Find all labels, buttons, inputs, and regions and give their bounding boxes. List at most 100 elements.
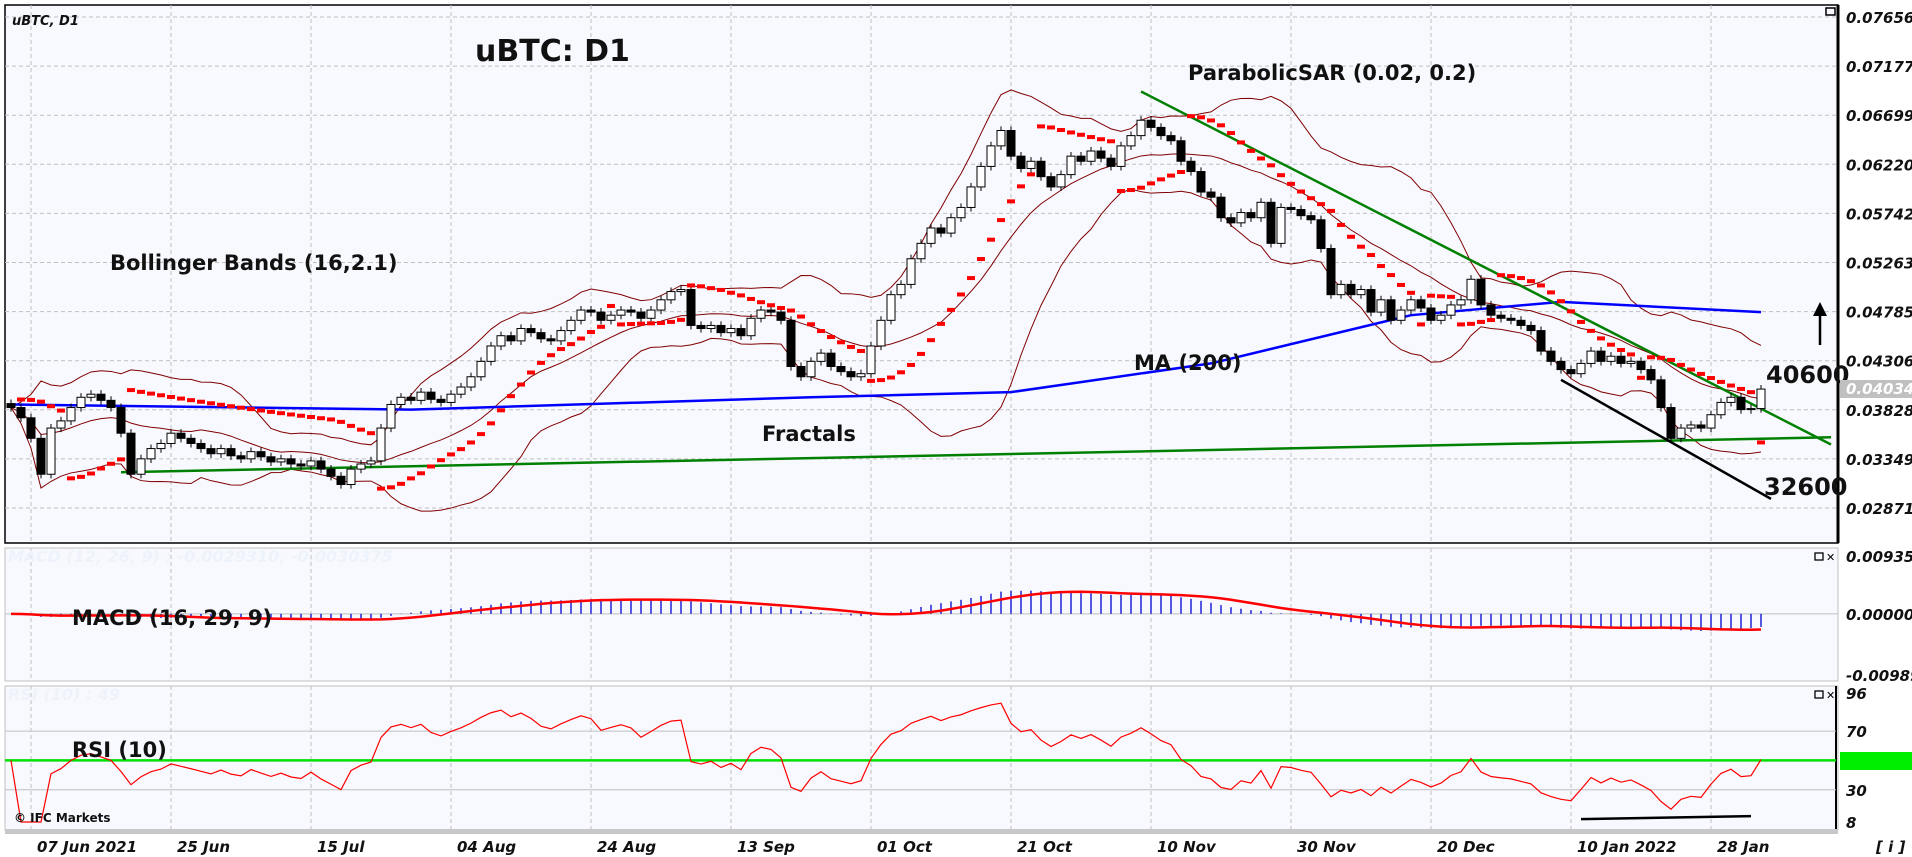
candle (296, 459, 306, 471)
candle-body (726, 328, 736, 334)
candle-body (1396, 309, 1406, 321)
date-tick-label: 15 Jul (317, 838, 365, 856)
support-level-label: 32600 (1764, 473, 1848, 501)
candle (216, 444, 226, 458)
sar-dot (1347, 234, 1355, 239)
candle (1496, 311, 1506, 323)
sar-dot (47, 404, 55, 409)
candle-body (1456, 299, 1466, 306)
sar-dot (847, 344, 855, 349)
candle (1536, 326, 1546, 356)
candle-body (556, 330, 566, 342)
candle-body (1066, 155, 1076, 176)
candle-body (336, 475, 346, 486)
candle (526, 324, 536, 337)
sar-dot (1467, 321, 1475, 326)
candle (1016, 152, 1026, 173)
sar-dot (1317, 202, 1325, 207)
sar-dot (1637, 375, 1645, 380)
candle-body (956, 206, 966, 219)
candle-body (1136, 119, 1146, 137)
candle (1106, 154, 1116, 171)
sar-dot (667, 319, 675, 324)
candle (1666, 403, 1676, 443)
macd-faint-label: MACD (12, 26, 9) : -0.0029310, -0.003037… (8, 547, 393, 566)
sar-dot (1707, 376, 1715, 381)
candle (1046, 172, 1056, 192)
candle (1656, 375, 1666, 412)
candle-body (186, 437, 196, 444)
candle (616, 305, 626, 320)
candle-body (406, 396, 416, 401)
sar-dot (897, 370, 905, 375)
sar-dot (1017, 184, 1025, 189)
candle-body (1046, 176, 1056, 188)
candle-body (846, 371, 856, 378)
candle (76, 393, 86, 412)
candle (346, 465, 356, 489)
candle (1366, 285, 1376, 317)
rsi-faint-label: RSI (10) : 49 (8, 685, 120, 704)
candle (426, 388, 436, 404)
candle (776, 308, 786, 325)
candle (1706, 410, 1716, 433)
candle (1066, 152, 1076, 179)
close-rsi-icon[interactable]: ✕ (1826, 689, 1835, 702)
candle (1576, 359, 1586, 378)
candle (226, 444, 236, 460)
sar-dot (1557, 299, 1565, 304)
candle (6, 399, 16, 412)
info-button[interactable]: [ i ] (1875, 838, 1905, 856)
sar-dot (1497, 273, 1505, 278)
sar-dot (307, 415, 315, 420)
candle (716, 321, 726, 337)
candle-body (166, 432, 176, 444)
maximize-main-icon[interactable] (1825, 7, 1836, 16)
candle (856, 369, 866, 381)
candle-body (746, 317, 756, 337)
candle (1386, 295, 1396, 325)
maximize-rsi-icon[interactable] (1814, 690, 1824, 699)
candle (696, 321, 706, 333)
candle-body (466, 376, 476, 388)
candle-body (756, 309, 766, 319)
sar-dot (997, 218, 1005, 223)
candle-body (36, 437, 46, 475)
macd-label: MACD (16, 29, 9) (72, 606, 272, 630)
date-tick-label: 21 Oct (1017, 838, 1073, 856)
candle (1286, 203, 1296, 214)
maximize-macd-icon[interactable] (1814, 552, 1824, 561)
close-macd-icon[interactable]: ✕ (1826, 551, 1835, 564)
sar-dot (507, 394, 515, 399)
sar-dot (1387, 273, 1395, 278)
candle (46, 423, 56, 479)
candle-body (56, 420, 66, 429)
candle (576, 305, 586, 325)
candle-body (1446, 304, 1456, 316)
candle-body (196, 442, 206, 450)
candle (556, 326, 566, 345)
sar-dot (1007, 199, 1015, 204)
candle-body (296, 463, 306, 467)
candle-body (1226, 217, 1236, 224)
candle (316, 456, 326, 474)
candle (1136, 116, 1146, 140)
candle-body (1236, 212, 1246, 224)
horizontal-scrollbar[interactable] (5, 829, 1838, 834)
candle (1606, 352, 1616, 366)
candle (1726, 393, 1736, 407)
candle (1526, 321, 1536, 335)
candle-body (46, 427, 56, 475)
candle (1406, 295, 1416, 315)
sar-dot (427, 464, 435, 469)
sar-dot (817, 329, 825, 334)
candle (466, 372, 476, 392)
candle-body (1566, 369, 1576, 375)
candle (476, 357, 486, 381)
sar-dot (1397, 282, 1405, 287)
sar-dot (197, 399, 205, 404)
candle (736, 324, 746, 340)
sar-dot (247, 407, 255, 412)
candle (1236, 208, 1246, 227)
candle-body (126, 432, 136, 475)
